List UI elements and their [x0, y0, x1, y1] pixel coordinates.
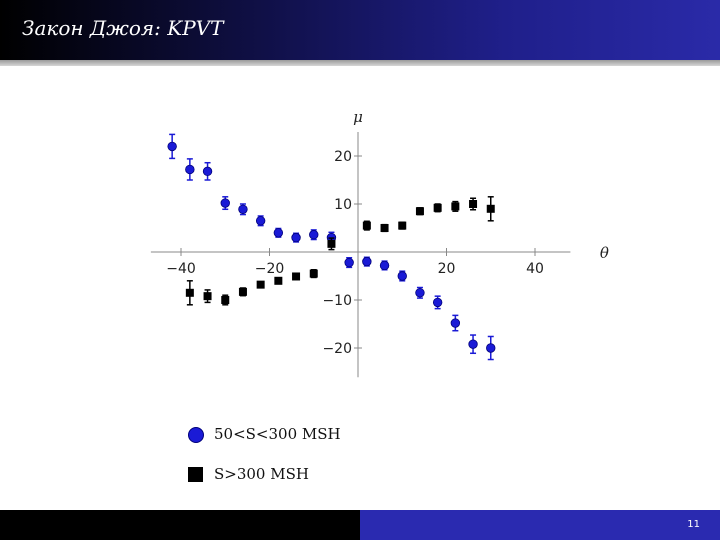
data-point-circle [362, 256, 372, 267]
x-tick-label: −20 [255, 261, 285, 277]
y-tick-label: 10 [334, 197, 352, 213]
data-point-square [309, 269, 318, 278]
legend-circle-swatch [188, 427, 204, 443]
x-tick-label: −40 [166, 261, 196, 277]
data-point-circle [220, 198, 230, 208]
data-point-square [238, 287, 247, 296]
footer-left-bar [0, 510, 360, 540]
data-point-circle [450, 318, 461, 328]
data-point-circle [344, 257, 354, 268]
data-point-circle [379, 260, 390, 271]
y-tick-label: −20 [322, 341, 352, 357]
axes: −40 −20 20 40 20 10 −10 −20 θ μ [150, 108, 609, 378]
x-axis-label: θ [600, 244, 609, 262]
data-point-circle [185, 164, 195, 175]
y-tick-label: 20 [334, 149, 352, 165]
data-point-square [380, 224, 389, 232]
data-point-square [451, 202, 460, 211]
x-tick-label: 20 [438, 261, 456, 277]
scatter-plot: −40 −20 20 40 20 10 −10 −20 θ μ [150, 108, 609, 378]
legend-square-label: S>300 MSH [214, 465, 309, 483]
data-point-square [292, 272, 301, 281]
slide-title: Закон Джоя: KPVT [22, 16, 224, 40]
x-tick-label: 40 [526, 261, 544, 277]
data-point-circle [238, 204, 248, 214]
data-point-circle [486, 343, 496, 353]
data-point-square [415, 207, 424, 216]
data-point-square [203, 292, 212, 301]
data-point-circle [309, 230, 319, 240]
data-point-square [469, 200, 478, 208]
data-point-square [256, 280, 265, 289]
data-point-square [433, 203, 442, 212]
slide-header: Закон Джоя: KPVT [0, 0, 720, 60]
data-point-circle [291, 232, 301, 243]
data-point-circle [202, 166, 213, 177]
data-point-square [274, 276, 283, 285]
data-point-square [398, 221, 407, 230]
data-point-circle [415, 288, 425, 298]
page-number: 11 [687, 519, 700, 530]
data-point-circle [397, 271, 407, 281]
data-point-circle [167, 141, 177, 152]
data-marks [167, 133, 496, 361]
data-point-square [362, 221, 371, 230]
header-divider [0, 60, 720, 66]
data-point-circle [255, 216, 266, 226]
y-axis-label: μ [353, 108, 363, 126]
data-point-circle [273, 228, 284, 238]
data-point-square [327, 239, 336, 248]
series-square [185, 196, 495, 306]
data-point-square [185, 288, 194, 297]
legend-square-swatch [188, 467, 203, 482]
y-tick-label: −10 [322, 293, 352, 309]
data-point-circle [468, 339, 478, 349]
footer-right-bar: 11 [360, 510, 720, 540]
data-point-circle [432, 297, 443, 308]
data-point-square [221, 296, 230, 304]
series-circle [167, 133, 496, 361]
data-point-square [486, 204, 495, 213]
legend-circle-label: 50<S<300 MSH [214, 425, 341, 443]
